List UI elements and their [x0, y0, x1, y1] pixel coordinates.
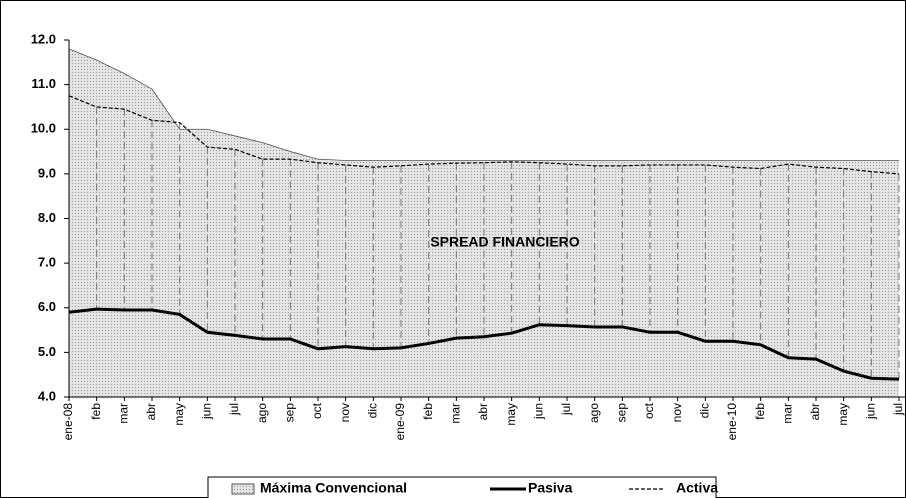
x-tick-label: oct: [310, 402, 324, 419]
x-tick-label: mar: [449, 403, 463, 424]
x-tick-label: ene-09: [393, 403, 407, 441]
x-tick-label: ene-08: [61, 403, 75, 441]
y-tick-label: 7.0: [38, 255, 56, 270]
x-tick-label: sep: [283, 403, 297, 423]
y-tick-label: 6.0: [38, 299, 56, 314]
x-tick-label: feb: [421, 403, 435, 420]
x-tick-label: ago: [587, 403, 601, 423]
x-tick-label: ago: [255, 403, 269, 423]
y-tick-label: 4.0: [38, 388, 56, 403]
y-tick-label: 11.0: [31, 76, 56, 91]
x-tick-label: mar: [781, 403, 795, 424]
line-solid: [68, 307, 900, 381]
x-tick-label: oct: [642, 402, 656, 419]
y-tick-label: 10.0: [31, 121, 56, 136]
y-tick-label: 12.0: [31, 31, 56, 46]
x-tick-label: abr: [476, 403, 490, 420]
y-tick-label: 8.0: [38, 210, 56, 225]
area-outline: [68, 48, 899, 161]
x-tick-label: jun: [864, 403, 878, 420]
x-tick-label: feb: [89, 403, 103, 420]
legend-box: [207, 476, 717, 498]
x-tick-label: jul: [227, 403, 241, 416]
legend-swatch: [231, 483, 255, 495]
x-tick-label: may: [172, 403, 186, 426]
x-tick-label: abr: [808, 403, 822, 420]
x-tick-label: dic: [698, 403, 712, 418]
legend-label: Activa: [676, 480, 718, 496]
legend-label: Pasiva: [528, 480, 573, 496]
x-tick-label: may: [836, 403, 850, 426]
y-tick-label: 5.0: [38, 344, 56, 359]
x-tick-label: nov: [670, 403, 684, 422]
x-tick-label: ene-10: [725, 403, 739, 441]
x-tick-label: dic: [366, 403, 380, 418]
y-tick-label: 9.0: [38, 165, 56, 180]
annotation: SPREAD FINANCIERO: [430, 234, 579, 250]
x-tick-label: feb: [753, 403, 767, 420]
x-tick-label: jun: [200, 403, 214, 420]
x-tick-label: jul: [559, 403, 573, 416]
legend-label: Máxima Convencional: [260, 480, 407, 496]
x-tick-label: nov: [338, 403, 352, 422]
x-tick-label: sep: [615, 403, 629, 423]
x-tick-label: jul: [891, 403, 905, 416]
x-tick-label: jun: [532, 403, 546, 420]
line-dashed: [68, 95, 900, 175]
x-tick-label: may: [504, 403, 518, 426]
x-tick-label: abr: [144, 403, 158, 420]
x-tick-label: mar: [117, 403, 131, 424]
